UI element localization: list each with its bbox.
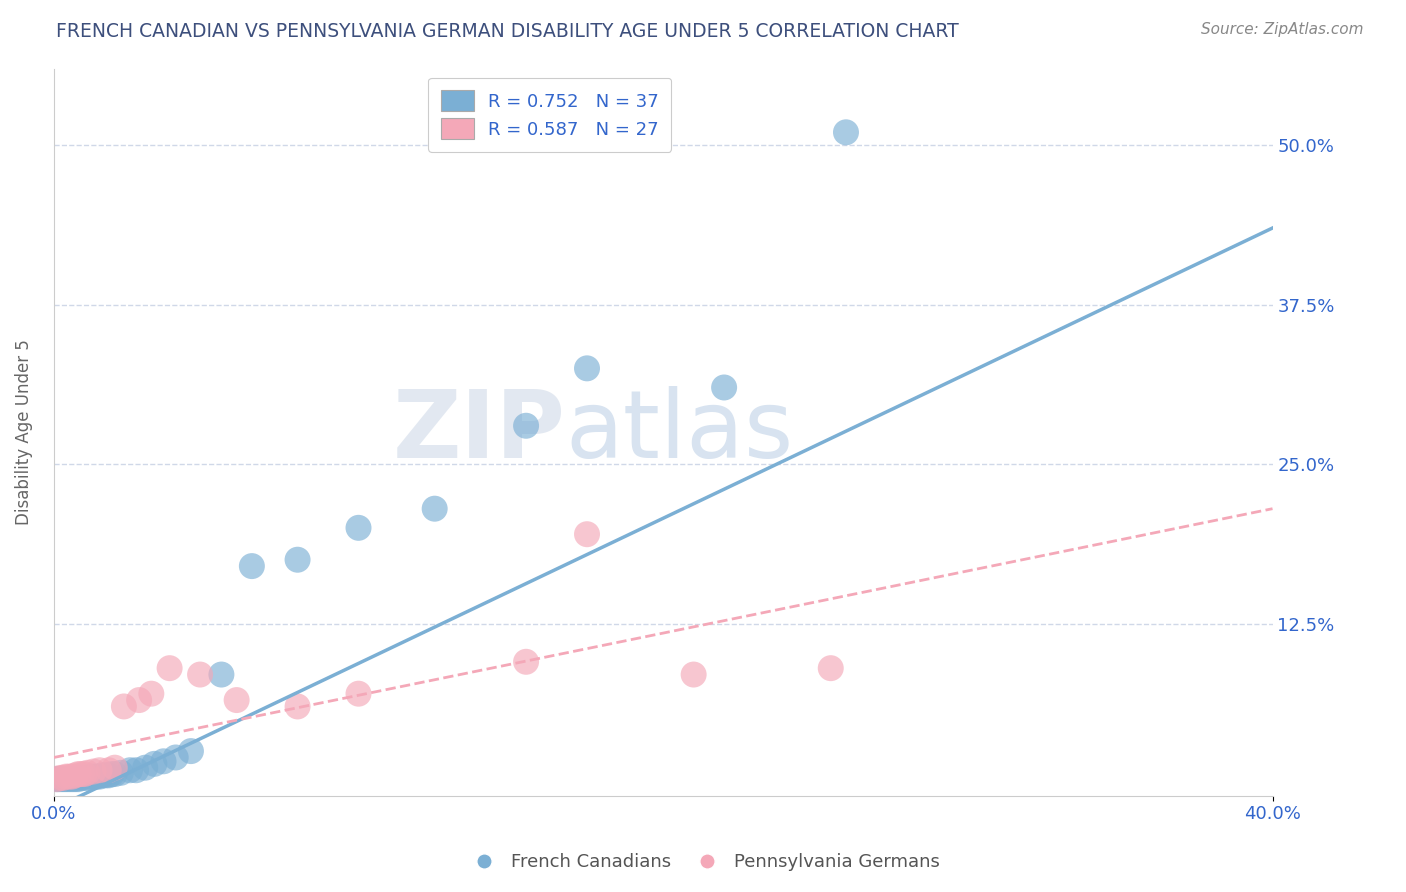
Point <box>55 770 77 784</box>
Text: FRENCH CANADIAN VS PENNSYLVANIA GERMAN DISABILITY AGE UNDER 5 CORRELATION CHART: FRENCH CANADIAN VS PENNSYLVANIA GERMAN D… <box>56 22 959 41</box>
Text: Source: ZipAtlas.com: Source: ZipAtlas.com <box>1201 22 1364 37</box>
Point <box>100 767 122 781</box>
Y-axis label: Disability Age Under 5: Disability Age Under 5 <box>15 339 32 525</box>
Point <box>82 770 104 784</box>
Point <box>835 125 858 139</box>
Point <box>52 771 75 785</box>
Point <box>287 552 309 566</box>
Point <box>52 772 75 787</box>
Point <box>165 750 187 764</box>
Point <box>347 687 370 701</box>
Point <box>63 768 86 782</box>
Point <box>89 770 111 784</box>
Point <box>55 772 77 787</box>
Point <box>682 667 704 681</box>
Point <box>70 771 93 785</box>
Point <box>76 765 98 780</box>
Point <box>820 661 842 675</box>
Point <box>67 772 90 787</box>
Point <box>49 772 72 787</box>
Point <box>143 756 166 771</box>
Point <box>180 744 202 758</box>
Point <box>134 761 156 775</box>
Point <box>515 655 537 669</box>
Point <box>60 770 83 784</box>
Point <box>49 771 72 785</box>
Point <box>118 763 141 777</box>
Point <box>713 380 735 394</box>
Point <box>73 771 96 785</box>
Point <box>70 767 93 781</box>
Legend: French Canadians, Pennsylvania Germans: French Canadians, Pennsylvania Germans <box>458 847 948 879</box>
Point <box>79 770 101 784</box>
Point <box>423 501 446 516</box>
Point <box>104 767 127 781</box>
Point <box>104 761 127 775</box>
Point <box>225 693 247 707</box>
Point <box>576 361 599 376</box>
Point <box>76 771 98 785</box>
Point <box>60 772 83 787</box>
Point <box>89 763 111 777</box>
Point <box>58 772 80 787</box>
Point <box>141 687 163 701</box>
Point <box>112 699 135 714</box>
Point <box>58 770 80 784</box>
Point <box>97 763 120 777</box>
Legend: R = 0.752   N = 37, R = 0.587   N = 27: R = 0.752 N = 37, R = 0.587 N = 27 <box>429 78 672 152</box>
Point <box>188 667 211 681</box>
Point <box>287 699 309 714</box>
Point <box>110 765 132 780</box>
Point <box>45 772 67 787</box>
Point <box>576 527 599 541</box>
Point <box>73 767 96 781</box>
Point <box>515 418 537 433</box>
Point <box>94 768 117 782</box>
Text: ZIP: ZIP <box>392 386 565 478</box>
Point <box>86 770 108 784</box>
Point <box>63 772 86 787</box>
Point <box>67 767 90 781</box>
Point <box>45 772 67 787</box>
Point <box>159 661 181 675</box>
Text: atlas: atlas <box>565 386 794 478</box>
Point <box>82 764 104 779</box>
Point <box>209 667 232 681</box>
Point <box>91 768 114 782</box>
Point <box>347 521 370 535</box>
Point <box>97 768 120 782</box>
Point <box>152 754 174 768</box>
Point <box>240 559 263 574</box>
Point <box>125 763 148 777</box>
Point <box>128 693 150 707</box>
